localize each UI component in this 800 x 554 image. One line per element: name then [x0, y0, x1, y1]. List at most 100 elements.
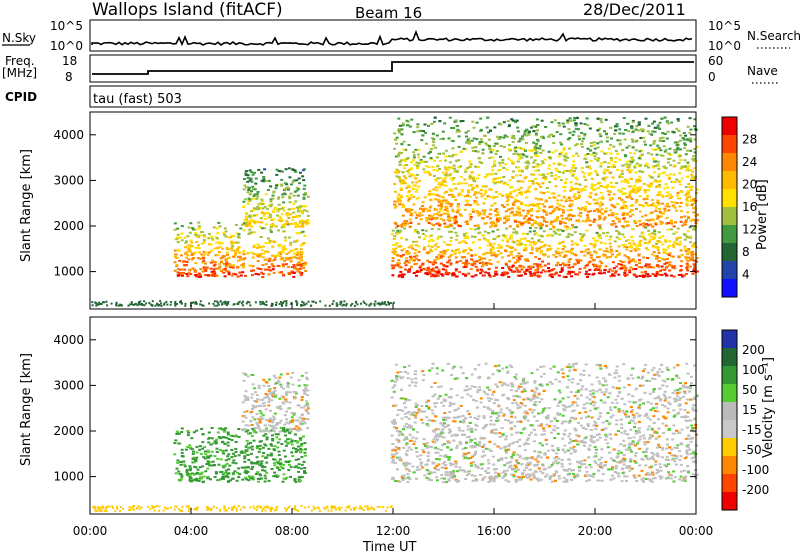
echo-cell	[572, 119, 576, 122]
echo-cell	[446, 226, 450, 229]
echo-cell	[567, 232, 571, 235]
echo-cell	[681, 275, 684, 278]
echo-cell	[586, 216, 590, 219]
echo-cell	[516, 130, 520, 133]
echo-cell	[636, 190, 640, 193]
echo-cell	[186, 235, 190, 238]
echo-cell	[460, 240, 464, 243]
echo-cell	[484, 142, 488, 145]
echo-cell	[439, 209, 443, 212]
echo-cell	[641, 130, 645, 133]
freq-panel	[89, 54, 697, 83]
echo-cell	[515, 210, 519, 213]
echo-cell	[170, 301, 173, 304]
echo-cell	[518, 274, 522, 277]
echo-cell	[464, 204, 468, 207]
echo-cell	[498, 181, 502, 184]
echo-cell	[416, 130, 420, 133]
echo-cell	[618, 128, 622, 131]
echo-cell	[520, 156, 524, 159]
echo-cell	[528, 270, 532, 273]
echo-cell	[395, 242, 399, 245]
echo-cell	[668, 261, 672, 264]
echo-cell	[534, 132, 538, 135]
echo-cell	[290, 439, 294, 442]
echo-cell	[455, 275, 459, 278]
echo-cell	[220, 242, 224, 245]
echo-cell	[562, 275, 566, 278]
echo-cell	[602, 218, 606, 221]
echo-cell	[523, 221, 527, 224]
echo-cell	[415, 173, 419, 176]
echo-cell	[528, 185, 532, 188]
echo-cell	[493, 202, 497, 205]
echo-cell	[514, 213, 518, 216]
echo-cell	[476, 177, 479, 180]
echo-cell	[432, 169, 436, 172]
echo-cell	[205, 251, 208, 254]
echo-cell	[295, 253, 299, 256]
echo-cell	[217, 478, 221, 481]
echo-cell	[589, 192, 593, 195]
echo-cell	[455, 130, 459, 133]
echo-cell	[499, 155, 502, 158]
echo-cell	[287, 258, 291, 261]
echo-cell	[551, 151, 555, 154]
echo-cell	[475, 196, 479, 199]
echo-cell	[473, 150, 477, 153]
echo-cell	[625, 246, 629, 249]
echo-cell	[641, 205, 645, 208]
echo-cell	[374, 300, 377, 303]
echo-cell	[503, 181, 507, 184]
echo-cell	[508, 144, 511, 147]
echo-cell	[303, 470, 306, 472]
echo-cell	[611, 273, 615, 276]
echo-cell	[418, 270, 422, 273]
echo-cell	[685, 149, 689, 152]
echo-cell	[282, 463, 286, 466]
echo-cell	[649, 182, 653, 185]
echo-cell	[431, 239, 435, 242]
echo-cell	[189, 467, 193, 470]
echo-cell	[238, 300, 241, 303]
echo-cell	[444, 205, 448, 208]
echo-cell	[455, 248, 458, 251]
echo-cell	[641, 275, 645, 278]
echo-cell	[550, 273, 553, 276]
echo-cell	[502, 176, 506, 178]
echo-cell	[265, 461, 269, 464]
echo-cell	[269, 226, 273, 229]
echo-cell	[618, 176, 622, 179]
echo-cell	[512, 214, 516, 217]
echo-cell	[495, 220, 499, 223]
echo-cell	[570, 233, 574, 236]
echo-cell	[561, 217, 565, 220]
echo-cell	[299, 444, 303, 447]
echo-cell	[634, 192, 638, 194]
echo-cell	[140, 303, 143, 306]
echo-cell	[586, 147, 590, 150]
echo-cell	[180, 477, 184, 480]
echo-cell	[204, 274, 208, 277]
echo-cell	[285, 304, 288, 307]
echo-cell	[554, 232, 558, 235]
echo-cell	[441, 137, 445, 140]
echo-cell	[399, 254, 403, 257]
echo-cell	[397, 275, 401, 278]
echo-cell	[437, 272, 441, 275]
echo-cell	[624, 181, 628, 184]
echo-cell	[215, 237, 219, 240]
echo-cell	[665, 252, 669, 255]
echo-cell	[689, 140, 693, 143]
echo-cell	[633, 260, 637, 263]
echo-cell	[685, 253, 689, 256]
echo-cell	[560, 199, 564, 202]
echo-cell	[685, 256, 689, 259]
echo-cell	[653, 246, 657, 248]
echo-cell	[190, 252, 194, 255]
echo-cell	[503, 217, 507, 220]
echo-cell	[443, 177, 447, 180]
echo-cell	[297, 188, 301, 191]
echo-cell	[602, 271, 606, 274]
echo-cell	[190, 245, 194, 248]
